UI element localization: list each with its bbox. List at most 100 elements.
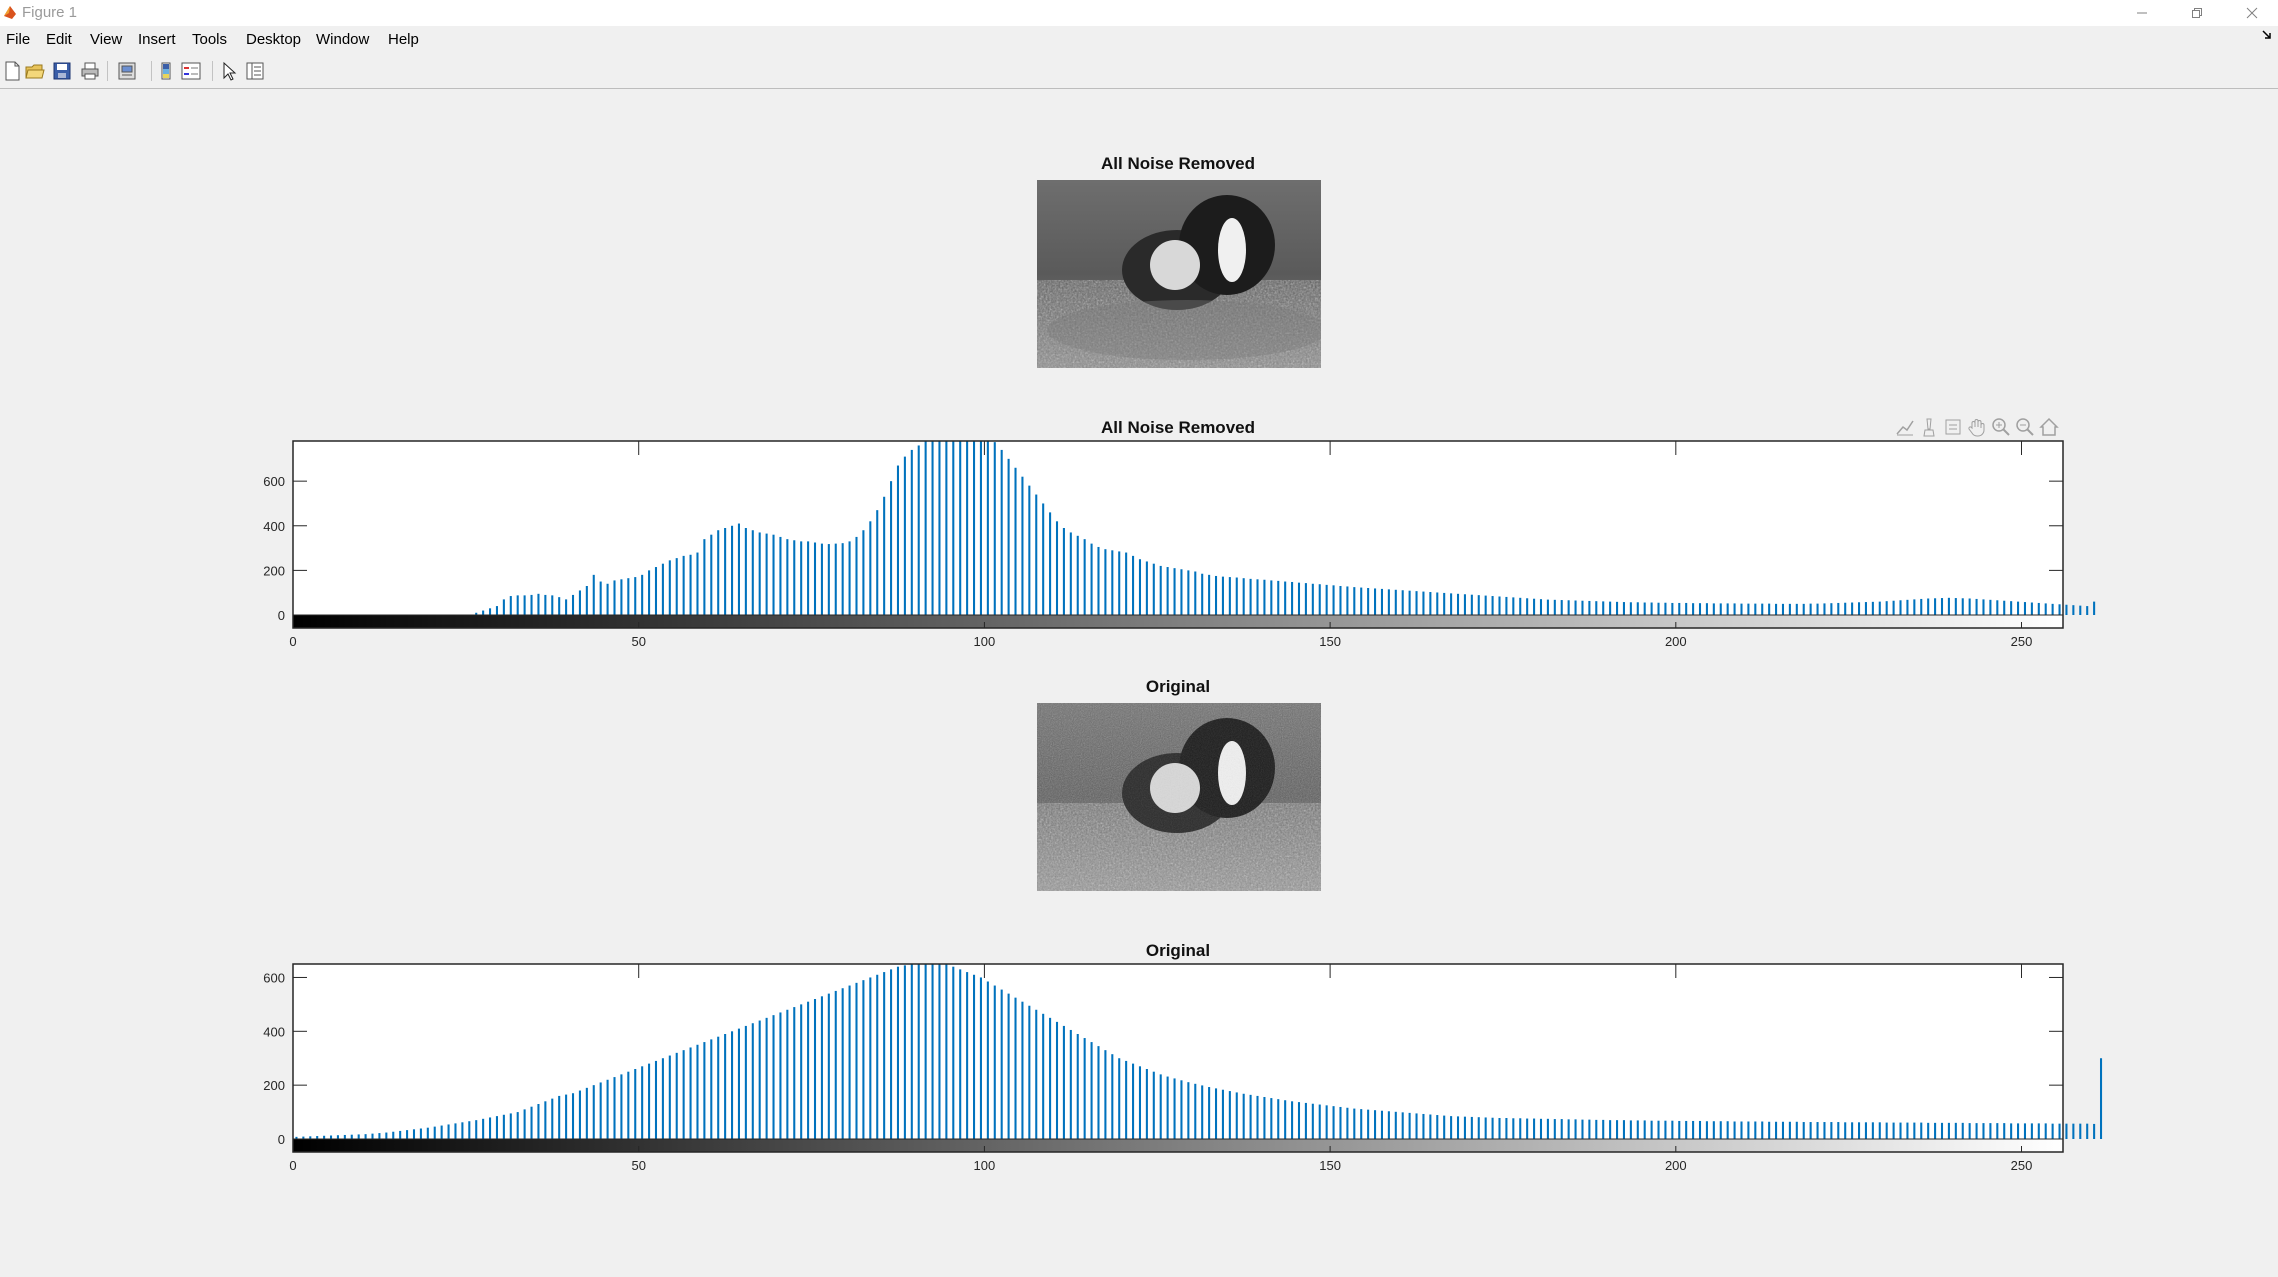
menu-desktop[interactable]: Desktop bbox=[246, 31, 302, 48]
histogram-bar bbox=[1339, 586, 1342, 615]
histogram-bar bbox=[1436, 592, 1439, 615]
open-file-button[interactable] bbox=[24, 60, 46, 82]
colorbar-button[interactable] bbox=[155, 60, 177, 82]
histogram-bar bbox=[807, 541, 810, 615]
histogram-bar bbox=[1588, 1119, 1591, 1139]
histogram-bar bbox=[2072, 1123, 2075, 1139]
histogram-bar bbox=[1526, 1118, 1529, 1139]
menu-help[interactable]: Help bbox=[388, 31, 419, 48]
menu-window[interactable]: Window bbox=[316, 31, 370, 48]
histogram-bar bbox=[1616, 601, 1619, 615]
histogram-bar bbox=[1069, 1029, 1072, 1139]
histogram-bar bbox=[1436, 1115, 1439, 1139]
histogram-bar bbox=[710, 534, 713, 615]
histogram-bar bbox=[1125, 1060, 1128, 1139]
menu-insert[interactable]: Insert bbox=[138, 31, 176, 48]
menu-edit[interactable]: Edit bbox=[46, 31, 72, 48]
zoom-out-icon[interactable] bbox=[2014, 416, 2036, 438]
histogram-bar bbox=[1913, 1122, 1916, 1139]
pointer-button[interactable] bbox=[218, 60, 240, 82]
histogram-bar bbox=[1809, 1122, 1812, 1139]
print-preview-button[interactable] bbox=[116, 60, 138, 82]
histogram-bar bbox=[530, 1106, 533, 1139]
close-icon bbox=[2246, 7, 2258, 19]
histogram-bar bbox=[350, 1134, 353, 1139]
histogram-bar bbox=[903, 965, 906, 1139]
toolbar-separator bbox=[212, 61, 213, 81]
histogram-bar bbox=[986, 441, 989, 615]
histogram-bar bbox=[737, 1028, 740, 1139]
histogram-bar bbox=[910, 964, 913, 1139]
restore-button[interactable] bbox=[2177, 2, 2217, 24]
histogram-bar bbox=[565, 1094, 568, 1139]
histogram-bar bbox=[1546, 599, 1549, 615]
histogram-bar bbox=[1450, 593, 1453, 615]
histogram-bar bbox=[357, 1134, 360, 1139]
histogram-bar bbox=[1374, 588, 1377, 615]
histogram-bar bbox=[1830, 603, 1833, 615]
histogram-bar bbox=[876, 510, 879, 615]
pan-icon[interactable] bbox=[1966, 416, 1988, 438]
histogram-bar bbox=[1270, 1098, 1273, 1139]
histogram-bar bbox=[592, 1085, 595, 1139]
menu-view[interactable]: View bbox=[90, 31, 123, 48]
histogram-bar bbox=[800, 1004, 803, 1139]
histogram-bar bbox=[1484, 1117, 1487, 1139]
histogram-bar bbox=[2051, 603, 2054, 615]
histogram-bar bbox=[1132, 1063, 1135, 1139]
x-tick-label: 200 bbox=[1665, 1158, 1687, 1173]
histogram-bar bbox=[1754, 603, 1757, 615]
x-tick-label: 250 bbox=[2011, 634, 2033, 649]
histogram-bar bbox=[1477, 595, 1480, 615]
histogram-bar bbox=[1049, 512, 1052, 615]
histogram-bar bbox=[924, 441, 927, 615]
open-file-icon bbox=[25, 64, 45, 79]
histogram-bar bbox=[2017, 1123, 2020, 1139]
image-denoised bbox=[1037, 180, 1321, 368]
histogram-bar bbox=[385, 1132, 388, 1139]
export-icon[interactable] bbox=[1942, 416, 1964, 438]
menu-tools[interactable]: Tools bbox=[192, 31, 228, 48]
new-figure-button[interactable] bbox=[2, 60, 24, 82]
save-button[interactable] bbox=[51, 60, 73, 82]
histogram-bar bbox=[717, 530, 720, 615]
histogram-bar bbox=[1035, 1009, 1038, 1139]
dock-arrow-icon[interactable] bbox=[2262, 30, 2272, 40]
histogram-bar bbox=[1387, 589, 1390, 615]
histogram-bar bbox=[502, 1114, 505, 1139]
data-cursor-icon[interactable] bbox=[1894, 416, 1916, 438]
histogram-bar bbox=[634, 1069, 637, 1139]
histogram-bar bbox=[558, 1095, 561, 1139]
brush-icon[interactable] bbox=[1918, 416, 1940, 438]
histogram-bar bbox=[1927, 598, 1930, 615]
histogram-bar bbox=[2058, 1123, 2061, 1139]
histogram-bar bbox=[1076, 1034, 1079, 1139]
print-button[interactable] bbox=[79, 60, 101, 82]
histogram-bar bbox=[433, 1126, 436, 1139]
histogram-bar bbox=[1145, 1069, 1148, 1139]
histogram-bar bbox=[1913, 599, 1916, 615]
histogram-bar bbox=[931, 441, 934, 615]
histogram-bar bbox=[648, 1063, 651, 1139]
histogram-bar bbox=[316, 1136, 319, 1139]
histogram-bar bbox=[1014, 467, 1017, 615]
histogram-bar bbox=[890, 481, 893, 615]
histogram-bar bbox=[1401, 590, 1404, 615]
histogram-bar bbox=[1940, 1122, 1944, 1139]
histogram-bar bbox=[848, 541, 851, 615]
histogram-bar bbox=[966, 972, 969, 1139]
x-tick-label: 50 bbox=[631, 1158, 645, 1173]
close-button[interactable] bbox=[2232, 2, 2272, 24]
minimize-button[interactable] bbox=[2122, 2, 2162, 24]
minimize-icon bbox=[2137, 12, 2147, 14]
histogram-bar bbox=[1712, 603, 1715, 615]
property-inspector-button[interactable] bbox=[244, 60, 266, 82]
menu-file[interactable]: File bbox=[6, 31, 31, 48]
histogram-bar bbox=[1678, 1120, 1681, 1139]
legend-button[interactable] bbox=[180, 60, 202, 82]
restore-view-icon[interactable] bbox=[2038, 416, 2060, 438]
zoom-in-icon[interactable] bbox=[1990, 416, 2012, 438]
axes-toolbar bbox=[1894, 414, 2064, 440]
histogram-bar bbox=[993, 442, 996, 615]
histogram-bar bbox=[1934, 1122, 1937, 1139]
